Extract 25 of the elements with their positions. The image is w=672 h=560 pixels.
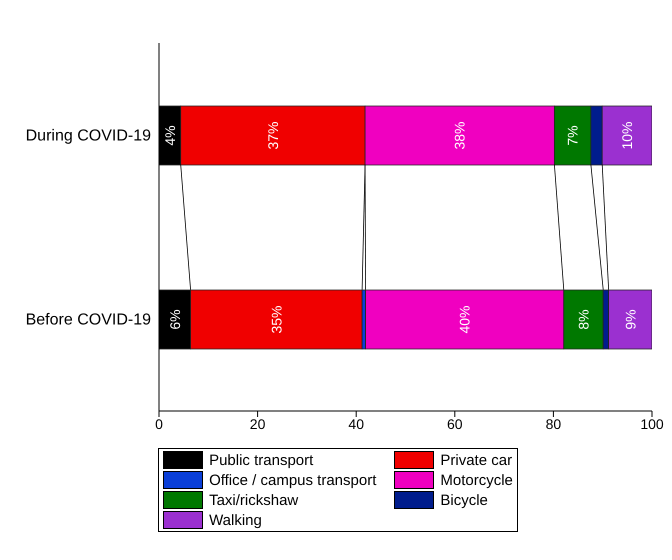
legend-label: Motorcycle xyxy=(440,472,513,488)
x-tick-label: 0 xyxy=(155,416,164,432)
legend-label: Taxi/rickshaw xyxy=(209,492,298,508)
data-label: 40% xyxy=(456,305,473,334)
data-label: 4% xyxy=(162,125,178,146)
data-label: 8% xyxy=(575,309,592,330)
x-tick-label: 20 xyxy=(250,416,266,432)
x-tick-label: 100 xyxy=(640,416,664,432)
x-tick-label: 40 xyxy=(348,416,364,432)
legend-label: Office / campus transport xyxy=(209,472,376,488)
data-label: 6% xyxy=(166,309,183,330)
data-label: 35% xyxy=(268,305,284,334)
legend-label: Walking xyxy=(209,512,262,528)
data-label: 37% xyxy=(264,121,281,150)
legend-label: Bicycle xyxy=(440,492,488,508)
x-tick-label: 60 xyxy=(447,416,463,432)
legend-label: Private car xyxy=(440,452,512,468)
y-tick-label: During COVID-19 xyxy=(26,128,152,145)
data-label: 9% xyxy=(622,309,638,330)
data-label: 38% xyxy=(452,121,468,150)
data-label: 10% xyxy=(619,121,636,150)
data-label: 7% xyxy=(564,125,581,146)
y-tick-label: Before COVID-19 xyxy=(26,312,152,329)
x-tick-label: 80 xyxy=(546,416,562,432)
legend-label: Public transport xyxy=(209,452,314,468)
